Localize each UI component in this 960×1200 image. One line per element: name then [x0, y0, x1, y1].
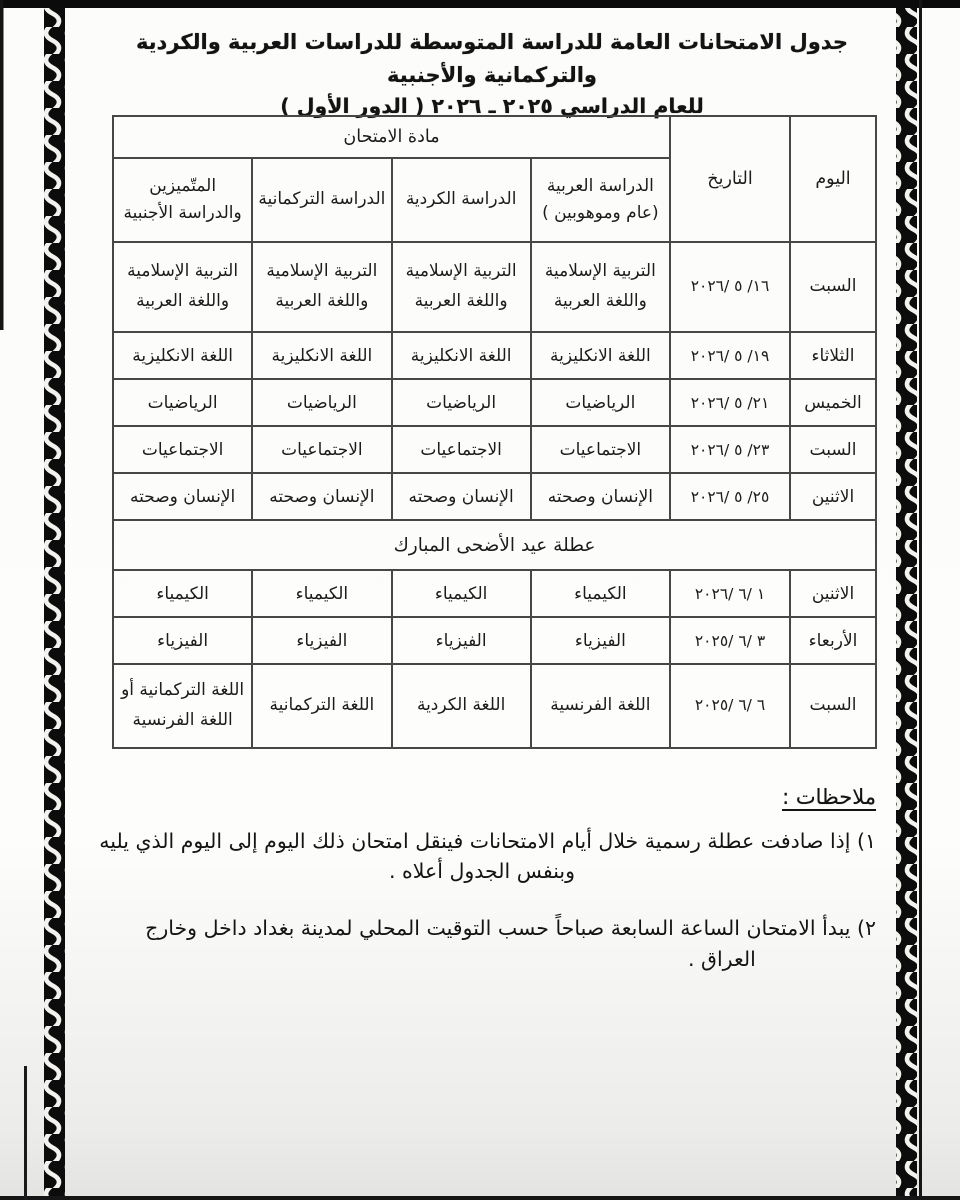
document-title: جدول الامتحانات العامة للدراسة المتوسطة … [102, 26, 882, 123]
cell-day: الخميس [789, 378, 877, 427]
holiday-row: عطلة عيد الأضحى المبارك [112, 519, 877, 571]
cell-date: ١٩/ ٥ /٢٠٢٦ [669, 331, 791, 380]
cell-day: الأربعاء [789, 616, 877, 665]
header-date: التاريخ [669, 115, 791, 243]
cell-kurdish-subject: الاجتماعيات [390, 425, 532, 474]
header-arabic-study-line2: (عام وموهوبين ) [542, 203, 659, 223]
cell-day: الثلاثاء [789, 331, 877, 380]
cell-arabic-subject: الإنسان وصحته [529, 472, 672, 521]
header-arabic-study: الدراسة العربية (عام وموهوبين ) [529, 157, 672, 243]
cell-turkmen-subject: الاجتماعيات [251, 425, 393, 474]
table-row: الاثنين ١ /٦ /٢٠٢٦ الكيمياء الكيمياء الك… [111, 569, 877, 618]
cell-turkmen-subject: الكيمياء [251, 569, 393, 618]
cell-day: السبت [789, 663, 877, 749]
header-kurdish-study: الدراسة الكردية [390, 157, 532, 243]
cell-date: ١٦/ ٥ /٢٠٢٦ [669, 241, 791, 333]
table-row: الثلاثاء ١٩/ ٥ /٢٠٢٦ اللغة الانكليزية ال… [111, 331, 877, 380]
cell-gifted-subject: اللغة الانكليزية [111, 331, 254, 380]
header-gifted-foreign-study: المتّميزين والدراسة الأجنبية [111, 157, 254, 243]
cell-turkmen-subject: الفيزياء [251, 616, 393, 665]
note-1-line-1: ١) إذا صادفت عطلة رسمية خلال أيام الامتح… [99, 828, 876, 853]
table-header-row-2: الدراسة العربية (عام وموهوبين ) الدراسة … [111, 157, 876, 243]
note-2: ٢) يبدأ الامتحان الساعة السابعة صباحاً ح… [88, 913, 876, 975]
cell-kurdish-subject: الفيزياء [390, 616, 532, 665]
cell-gifted-subject: الإنسان وصحته [111, 472, 254, 521]
cell-gifted-subject: الفيزياء [111, 616, 254, 665]
cell-day: الاثنين [789, 472, 877, 521]
cell-date: ٢٣/ ٥ /٢٠٢٦ [669, 425, 791, 474]
cell-gifted-subject: اللغة التركمانية أو اللغة الفرنسية [111, 663, 254, 749]
note-2-line-1: ٢) يبدأ الامتحان الساعة السابعة صباحاً ح… [145, 916, 876, 940]
cell-arabic-subject: التربية الإسلامية واللغة العربية [529, 241, 672, 333]
cell-kurdish-subject: الكيمياء [390, 569, 532, 618]
cell-turkmen-subject: الرياضيات [251, 378, 393, 427]
cell-arabic-subject: اللغة الفرنسية [529, 663, 672, 749]
cell-kurdish-subject: اللغة الانكليزية [390, 331, 532, 380]
cell-kurdish-subject: الإنسان وصحته [390, 472, 532, 521]
notes-section: ملاحظات : ١) إذا صادفت عطلة رسمية خلال أ… [88, 782, 876, 983]
cell-day: السبت [789, 425, 877, 474]
cell-date: ٢١/ ٥ /٢٠٢٦ [669, 378, 791, 427]
cell-day: الاثنين [789, 569, 877, 618]
cell-gifted-subject: الكيمياء [111, 569, 254, 618]
cell-kurdish-subject: اللغة الكردية [390, 663, 532, 749]
cell-turkmen-subject: التربية الإسلامية واللغة العربية [251, 241, 393, 333]
cell-date: ٦ /٦ /٢٠٢٥ [669, 663, 791, 749]
cell-gifted-subject: الرياضيات [111, 378, 254, 427]
cell-date: ١ /٦ /٢٠٢٦ [669, 569, 791, 618]
cell-arabic-subject: الفيزياء [529, 616, 672, 665]
cell-turkmen-subject: اللغة التركمانية [251, 663, 393, 749]
cell-kurdish-subject: الرياضيات [390, 378, 532, 427]
cell-turkmen-subject: اللغة الانكليزية [251, 331, 393, 380]
cell-arabic-subject: الكيمياء [529, 569, 672, 618]
holiday-label: عطلة عيد الأضحى المبارك [112, 519, 877, 571]
cell-arabic-subject: اللغة الانكليزية [529, 331, 672, 380]
cell-date: ٢٥/ ٥ /٢٠٢٦ [669, 472, 791, 521]
title-line-1: جدول الامتحانات العامة للدراسة المتوسطة … [135, 30, 849, 87]
header-turkmen-study: الدراسة التركمانية [251, 157, 393, 243]
note-1: ١) إذا صادفت عطلة رسمية خلال أيام الامتح… [88, 826, 876, 888]
cell-turkmen-subject: الإنسان وصحته [251, 472, 393, 521]
cell-gifted-subject: التربية الإسلامية واللغة العربية [111, 241, 254, 333]
note-2-line-2: العراق . [688, 946, 756, 971]
table-row: السبت ٦ /٦ /٢٠٢٥ اللغة الفرنسية اللغة ال… [111, 663, 877, 749]
table-row: الاثنين ٢٥/ ٥ /٢٠٢٦ الإنسان وصحته الإنسا… [111, 472, 877, 521]
cell-kurdish-subject: التربية الإسلامية واللغة العربية [390, 241, 532, 333]
table-row: الأربعاء ٣ /٦ /٢٠٢٥ الفيزياء الفيزياء ال… [111, 616, 877, 665]
exam-schedule-table: اليوم التاريخ مادة الامتحان الدراسة العر… [111, 115, 877, 749]
table-header-row-1: اليوم التاريخ مادة الامتحان [112, 115, 877, 243]
cell-date: ٣ /٦ /٢٠٢٥ [669, 616, 791, 665]
header-subject-group: مادة الامتحان [112, 115, 671, 159]
table-row: السبت ٢٣/ ٥ /٢٠٢٦ الاجتماعيات الاجتماعيا… [111, 425, 877, 474]
notes-heading: ملاحظات : [782, 785, 876, 809]
table-row: السبت ١٦/ ٥ /٢٠٢٦ التربية الإسلامية والل… [111, 241, 877, 333]
header-day: اليوم [789, 115, 877, 243]
table-row: الخميس ٢١/ ٥ /٢٠٢٦ الرياضيات الرياضيات ا… [111, 378, 877, 427]
cell-arabic-subject: الرياضيات [529, 378, 672, 427]
header-arabic-study-line1: الدراسة العربية [546, 175, 654, 196]
cell-arabic-subject: الاجتماعيات [529, 425, 672, 474]
cell-gifted-subject: الاجتماعيات [111, 425, 254, 474]
cell-day: السبت [789, 241, 877, 333]
note-1-line-2: وبنفس الجدول أعلاه . [389, 859, 575, 884]
title-line-2: للعام الدراسي ٢٠٢٥ ـ ٢٠٢٦ ( الدور الأول … [280, 94, 704, 119]
